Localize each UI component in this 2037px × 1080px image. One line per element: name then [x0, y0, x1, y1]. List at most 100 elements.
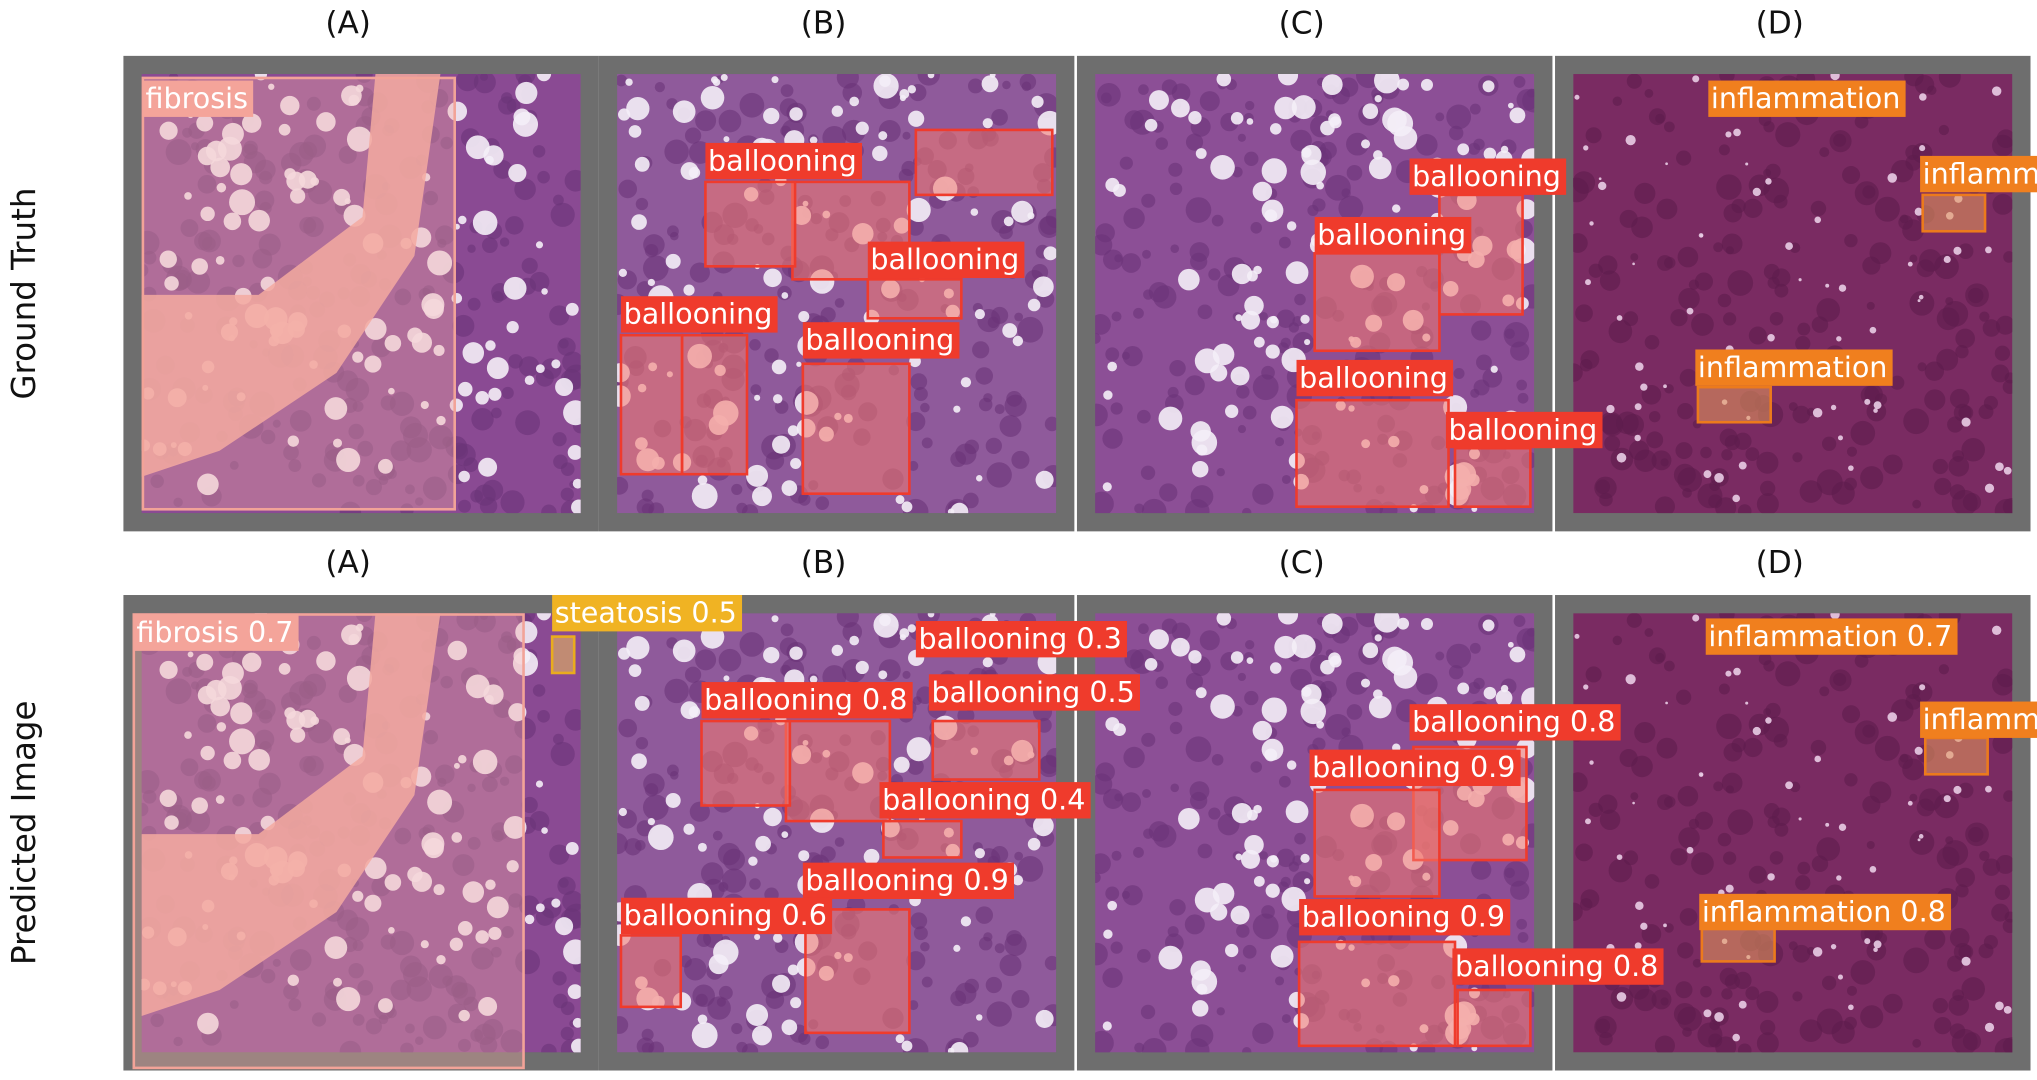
- detection-label: ballooning: [708, 143, 857, 177]
- detection-box: [866, 278, 963, 320]
- cell: [165, 139, 192, 166]
- cell: [1874, 735, 1900, 761]
- cell: [664, 678, 689, 704]
- vacuole: [205, 679, 227, 701]
- vacuole: [754, 394, 761, 401]
- cell: [1522, 88, 1535, 113]
- vacuole: [1300, 853, 1310, 864]
- cell: [1579, 898, 1593, 911]
- cell: [834, 298, 845, 308]
- vacuole: [565, 302, 579, 316]
- cell: [1237, 425, 1247, 434]
- vacuole: [229, 189, 256, 216]
- cell: [1137, 409, 1151, 424]
- detection-label: ballooning: [805, 323, 954, 357]
- cell: [1630, 792, 1639, 801]
- cell: [1663, 660, 1675, 672]
- cell: [985, 976, 1002, 994]
- detection-label: ballooning 0.8: [704, 683, 907, 717]
- histology-image: [141, 74, 581, 514]
- cell: [1694, 811, 1713, 830]
- vacuole: [907, 624, 917, 633]
- cell: [1604, 435, 1621, 452]
- cell: [1002, 80, 1011, 90]
- cell: [1890, 375, 1905, 390]
- cell: [644, 783, 659, 797]
- vacuole: [333, 977, 342, 987]
- cell: [422, 476, 447, 501]
- cell: [1718, 683, 1730, 695]
- cell: [1167, 926, 1179, 938]
- vacuole: [1864, 398, 1871, 405]
- cell: [1469, 642, 1481, 654]
- detection-box: [141, 76, 456, 511]
- vacuole: [1635, 362, 1644, 371]
- detection-label: inflammation: [1711, 81, 1900, 115]
- vacuole: [626, 636, 650, 660]
- cell: [521, 796, 538, 814]
- vacuole: [1244, 295, 1264, 316]
- vacuole: [628, 125, 642, 138]
- detection-label: fibrosis: [145, 81, 247, 115]
- vacuole: [691, 483, 718, 509]
- vacuole: [196, 114, 214, 132]
- vacuole: [1873, 947, 1878, 953]
- cell: [150, 474, 164, 488]
- cell: [541, 504, 557, 514]
- detection-label-bg: [1705, 618, 1958, 655]
- vacuole: [310, 177, 320, 186]
- cell: [1448, 125, 1464, 141]
- vacuole: [1837, 435, 1843, 441]
- cell: [1646, 431, 1664, 449]
- vacuole: [1665, 701, 1668, 705]
- cell: [1978, 404, 1994, 420]
- vacuole: [572, 1017, 581, 1028]
- cell: [1185, 197, 1212, 223]
- vacuole: [1102, 482, 1112, 492]
- cell: [1184, 914, 1205, 935]
- cell: [380, 934, 396, 950]
- vacuole: [879, 75, 891, 87]
- vacuole: [458, 754, 467, 764]
- cell: [1011, 989, 1030, 1009]
- vacuole: [1277, 74, 1299, 86]
- vacuole: [486, 357, 509, 380]
- cell: [311, 473, 327, 488]
- vacuole: [618, 647, 631, 660]
- cell: [1898, 754, 1913, 769]
- vacuole: [333, 438, 342, 448]
- detection-label-bg: [142, 80, 254, 117]
- cell: [1788, 941, 1798, 951]
- cell: [1731, 738, 1746, 753]
- cell: [1670, 848, 1688, 866]
- cell: [1765, 702, 1781, 719]
- cell: [480, 74, 489, 81]
- cell: [1110, 941, 1123, 954]
- cell: [1692, 958, 1702, 968]
- cell: [1294, 293, 1306, 306]
- cell: [1190, 1024, 1214, 1047]
- cell: [739, 632, 765, 657]
- vacuole: [772, 394, 783, 404]
- vacuole: [1321, 74, 1343, 96]
- vacuole: [1011, 200, 1034, 223]
- cell: [405, 484, 415, 495]
- vacuole: [388, 387, 395, 395]
- cell: [1292, 331, 1314, 354]
- vacuole: [485, 340, 496, 351]
- cell: [560, 487, 574, 501]
- vacuole: [457, 921, 473, 936]
- vacuole: [809, 675, 818, 684]
- cell: [1612, 96, 1623, 106]
- cell: [400, 1042, 414, 1053]
- cell: [1185, 133, 1204, 151]
- cell: [1594, 476, 1617, 500]
- vacuole: [1943, 795, 1951, 803]
- cell: [254, 729, 275, 750]
- vacuole: [1848, 465, 1854, 471]
- vacuole: [781, 831, 789, 838]
- cell: [1799, 480, 1823, 503]
- cell: [1006, 390, 1023, 407]
- vacuole: [242, 652, 262, 673]
